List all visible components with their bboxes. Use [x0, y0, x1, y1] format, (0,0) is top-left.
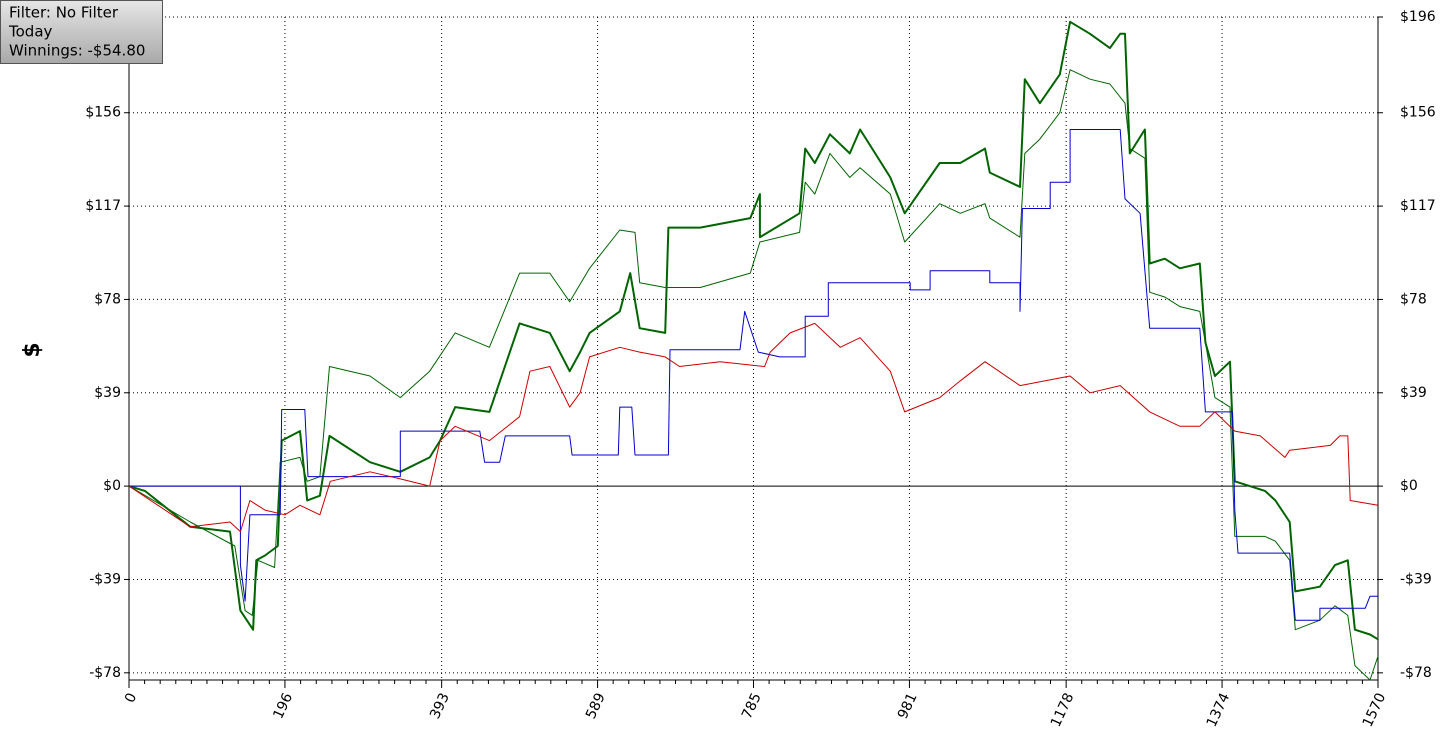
x-tick-label: 785 [739, 691, 765, 722]
x-tick-label: 1570 [1360, 691, 1390, 730]
info-box: Filter: No Filter Today Winnings: -$54.8… [0, 0, 163, 64]
x-tick-label: 589 [583, 691, 609, 722]
y-tick-label: -$78 [89, 665, 121, 681]
y2-tick-label: $156 [1400, 105, 1436, 121]
series-line [128, 322, 1379, 533]
y-tick-label: $78 [94, 291, 121, 307]
y2-tick-label: -$39 [1400, 571, 1432, 587]
info-box-frame [0, 0, 163, 64]
plot-area [129, 17, 1378, 680]
x-tick-label: 1374 [1204, 691, 1234, 730]
x-tick-label: 0 [122, 691, 140, 706]
y-axis-label: $ [20, 342, 45, 357]
x-tick-label: 1178 [1048, 691, 1078, 730]
series-line [128, 20, 1379, 641]
y-tick-label: $156 [85, 105, 121, 121]
x-tick-label: 393 [427, 691, 453, 722]
y2-tick-label: $39 [1400, 385, 1427, 401]
info-line: Winnings: -$54.80 [9, 42, 145, 60]
x-tick-label: 196 [270, 691, 296, 722]
y-tick-label: -$39 [89, 571, 121, 587]
info-line: Today [8, 23, 53, 41]
x-tick-label: 981 [895, 691, 921, 722]
y-tick-label: $39 [94, 385, 121, 401]
y-tick-label: $0 [103, 478, 121, 494]
y2-tick-label: $117 [1400, 198, 1436, 214]
y2-tick-label: $196 [1400, 9, 1436, 25]
y2-tick-label: -$78 [1400, 665, 1432, 681]
y-tick-label: $117 [85, 198, 121, 214]
series-line [129, 129, 1378, 621]
y2-tick-label: $78 [1400, 291, 1427, 307]
info-line: Filter: No Filter [9, 4, 119, 22]
series-line [128, 69, 1379, 681]
y2-tick-label: $0 [1400, 478, 1418, 494]
